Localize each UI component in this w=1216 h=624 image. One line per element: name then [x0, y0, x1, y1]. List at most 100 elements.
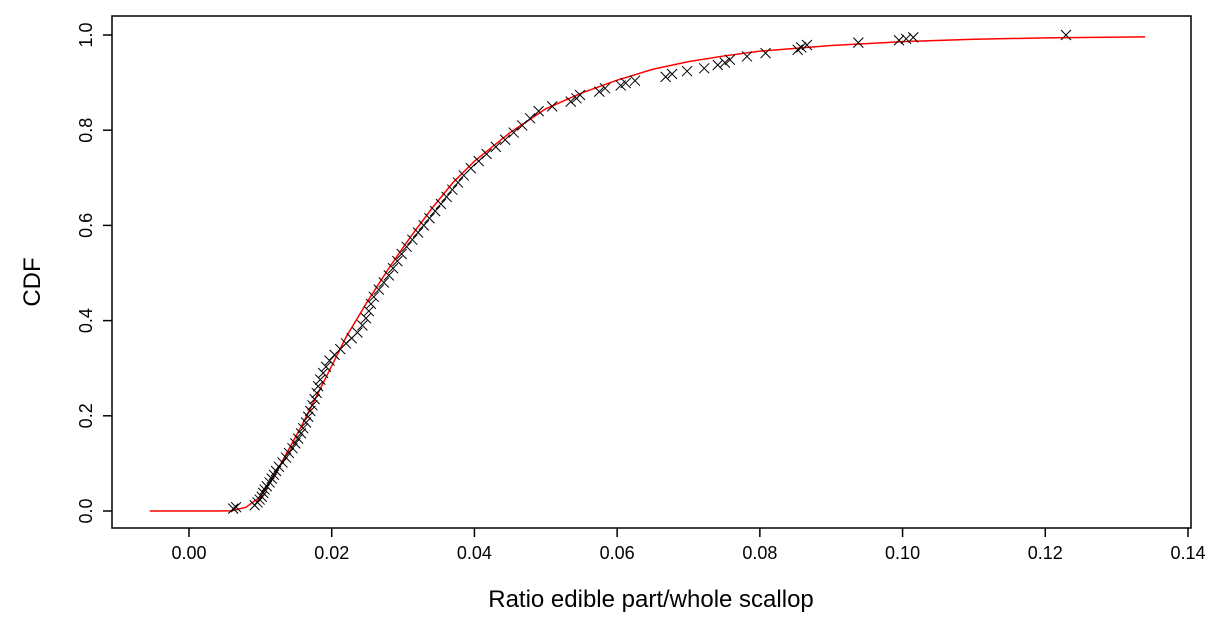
data-point — [360, 312, 372, 324]
data-point — [287, 442, 298, 454]
data-point — [418, 220, 430, 231]
data-point — [599, 82, 611, 94]
data-point — [435, 198, 447, 210]
data-point — [508, 127, 520, 138]
data-point — [283, 447, 295, 459]
data-point — [424, 212, 435, 224]
x-tick-label: 0.14 — [1170, 543, 1205, 563]
data-point — [302, 411, 314, 423]
data-point — [792, 44, 804, 56]
data-point — [615, 80, 627, 91]
data-point — [660, 71, 672, 83]
data-point — [893, 34, 905, 46]
data-point — [719, 57, 731, 68]
plot-frame — [111, 15, 1192, 529]
data-point — [307, 399, 318, 411]
data-point — [620, 77, 632, 89]
data-point — [741, 51, 753, 62]
data-point — [681, 65, 693, 77]
data-point — [295, 428, 307, 439]
data-point — [473, 155, 485, 167]
data-point — [254, 494, 265, 505]
data-point — [412, 227, 424, 238]
data-point — [268, 469, 280, 481]
data-point — [533, 105, 545, 117]
data-point — [273, 461, 285, 473]
data-point — [352, 327, 363, 338]
x-tick-label: 0.08 — [742, 543, 777, 563]
y-axis: 0.0 0.2 0.4 0.6 0.8 1.0 — [76, 22, 112, 524]
data-point — [312, 380, 324, 392]
data-point — [441, 191, 452, 203]
y-tick-label: 0.0 — [76, 498, 96, 523]
data-point — [289, 438, 301, 449]
data-point — [698, 62, 710, 74]
data-point — [481, 148, 492, 160]
data-point — [666, 68, 678, 80]
data-point — [365, 298, 377, 310]
data-point — [297, 422, 309, 434]
y-axis-title: CDF — [19, 257, 46, 306]
data-point — [593, 86, 605, 97]
x-tick-label: 0.12 — [1028, 543, 1063, 563]
data-point — [516, 120, 528, 131]
y-tick-label: 0.6 — [76, 213, 96, 238]
data-point — [801, 39, 813, 51]
data-point — [373, 284, 385, 296]
data-point — [900, 33, 912, 45]
data-point — [795, 42, 807, 53]
data-point — [324, 355, 335, 366]
data-point — [565, 96, 577, 107]
data-point — [392, 255, 403, 267]
empirical-points-layer — [227, 29, 1072, 514]
data-point — [320, 361, 332, 373]
data-point — [465, 162, 477, 174]
data-point — [401, 241, 412, 253]
data-point — [227, 503, 239, 514]
data-point — [446, 184, 458, 196]
data-point — [277, 457, 288, 468]
data-point — [317, 367, 329, 379]
data-point — [311, 387, 323, 399]
data-point — [256, 491, 268, 503]
data-point — [387, 262, 399, 274]
data-point — [852, 37, 864, 48]
data-point — [452, 177, 464, 188]
data-point — [907, 32, 919, 43]
y-tick-label: 0.4 — [76, 308, 96, 333]
data-point — [264, 477, 275, 488]
data-point — [368, 291, 380, 303]
data-point — [259, 484, 270, 495]
x-axis: 0.00 0.02 0.04 0.06 0.08 0.10 0.12 0.14 — [171, 528, 1206, 563]
data-point — [724, 54, 736, 66]
x-tick-label: 0.04 — [457, 543, 492, 563]
data-point — [230, 501, 242, 513]
y-tick-label: 1.0 — [76, 22, 96, 47]
x-tick-label: 0.02 — [314, 543, 349, 563]
data-point — [252, 497, 263, 508]
data-point — [546, 101, 558, 112]
data-point — [357, 320, 368, 331]
data-point — [300, 417, 312, 428]
data-point — [499, 134, 511, 146]
data-point — [490, 141, 502, 153]
data-point — [429, 205, 441, 217]
data-point — [1060, 29, 1072, 41]
x-tick-label: 0.06 — [600, 543, 635, 563]
data-point — [280, 452, 292, 464]
data-point — [406, 234, 418, 246]
data-point — [363, 305, 375, 317]
data-point — [574, 89, 586, 101]
data-point — [309, 393, 320, 405]
x-axis-title: Ratio edible part/whole scallop — [488, 586, 814, 613]
data-point — [524, 112, 536, 124]
x-tick-label: 0.10 — [885, 543, 920, 563]
data-point — [314, 374, 326, 385]
data-point — [383, 270, 395, 281]
x-tick-label: 0.00 — [171, 543, 206, 563]
y-tick-label: 0.2 — [76, 403, 96, 428]
y-tick-label: 0.8 — [76, 118, 96, 143]
data-point — [378, 277, 390, 288]
data-point — [266, 473, 278, 484]
